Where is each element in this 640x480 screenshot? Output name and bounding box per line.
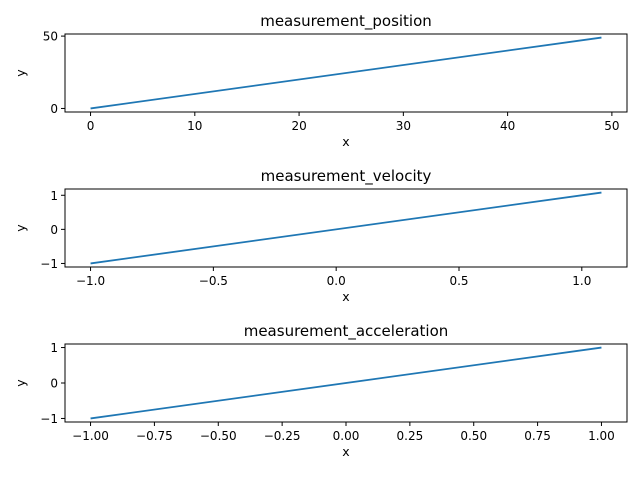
x-axis-label: x [342, 289, 349, 304]
y-tick-label: 1 [50, 341, 58, 355]
subplot-3: −1.00 −0.75 −0.50 −0.25 0.00 0.25 0.50 0.75 1.00… [13, 322, 628, 459]
x-tick-label: −0.25 [264, 429, 301, 443]
x-tick-label: 50 [604, 119, 619, 133]
y-tick-label: 50 [43, 30, 58, 44]
x-tick-label: 30 [396, 119, 411, 133]
x-tick-label: 20 [291, 119, 306, 133]
x-tick-label: 0.00 [333, 429, 360, 443]
axes-frame [64, 33, 628, 113]
subplot-2: −1.0 −0.5 0.0 0.5 1.0 −1 0 1 measurement_velocit… [13, 167, 628, 304]
x-tick-label: 0.25 [397, 429, 424, 443]
x-tick-label: −1.00 [72, 429, 109, 443]
x-axis-label: x [342, 444, 349, 459]
y-tick-label: 1 [50, 189, 58, 203]
y-tick-label: 0 [50, 223, 58, 237]
series-line-1 [90, 191, 602, 265]
axes-frame [64, 188, 628, 268]
y-tick-label: −1 [40, 257, 58, 271]
x-tick-label: −1.0 [76, 274, 105, 288]
x-tick-label: 0.5 [449, 274, 468, 288]
y-tick-label: 0 [50, 377, 58, 391]
chart-title: measurement_position [260, 12, 432, 31]
y-tick-label: −1 [40, 412, 58, 426]
chart-title: measurement_acceleration [244, 322, 449, 341]
y-axis-label: y [13, 224, 28, 232]
x-tick-label: 1.0 [572, 274, 591, 288]
x-axis-label: x [342, 134, 349, 149]
x-tick-label: 0.50 [460, 429, 487, 443]
x-tick-label: −0.5 [199, 274, 228, 288]
series-line-1 [90, 36, 602, 110]
x-tick-label: 0 [87, 119, 95, 133]
y-tick-label: 0 [50, 102, 58, 116]
x-tick-label: 1.00 [588, 429, 615, 443]
x-tick-label: −0.50 [200, 429, 237, 443]
series-line-1 [90, 346, 602, 420]
chart-title: measurement_velocity [261, 167, 432, 186]
x-tick-label: 0.75 [524, 429, 551, 443]
x-tick-label: 10 [187, 119, 202, 133]
y-axis-label: y [13, 379, 28, 387]
x-tick-label: −0.75 [136, 429, 173, 443]
x-tick-label: 40 [500, 119, 515, 133]
y-axis-label: y [13, 69, 28, 77]
x-tick-label: 0.0 [327, 274, 346, 288]
